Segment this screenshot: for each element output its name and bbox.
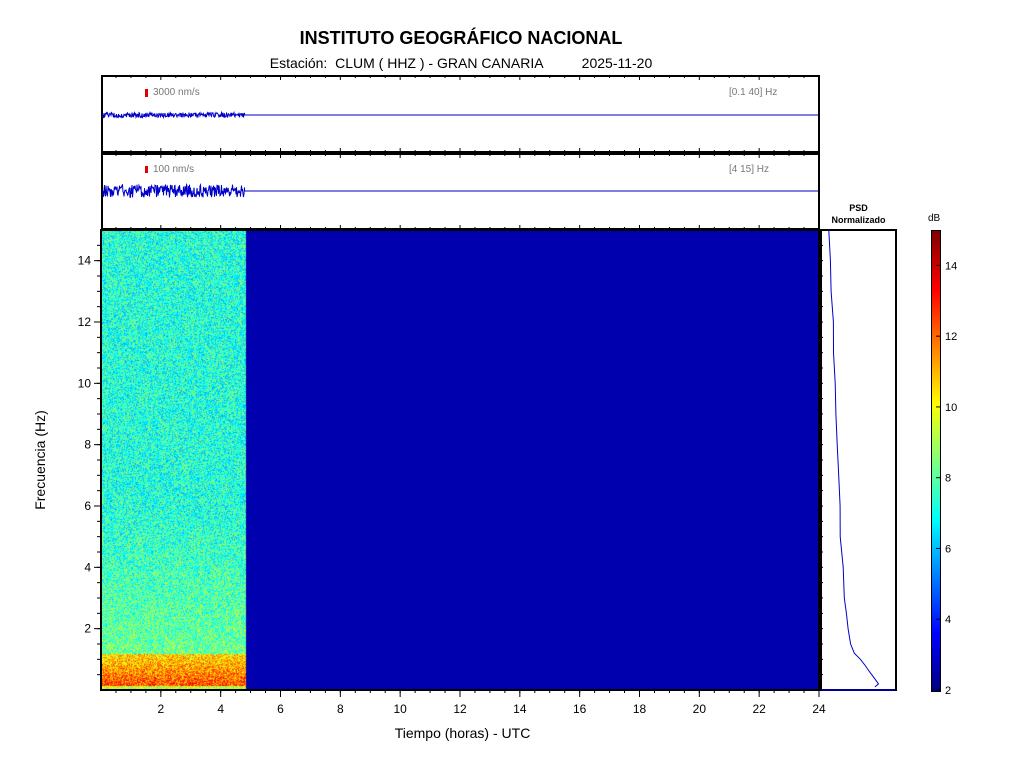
- colorbar-tick-label: 6: [945, 543, 951, 555]
- y-tick-label: 12: [78, 315, 92, 329]
- x-tick-label: 12: [453, 702, 467, 716]
- psd-title-line1: PSD: [849, 203, 868, 213]
- x-tick-label: 6: [277, 702, 284, 716]
- colorbar-tick-label: 2: [945, 685, 951, 697]
- broadband-trace: [102, 110, 818, 120]
- chart-title: INSTITUTO GEOGRÁFICO NACIONAL: [299, 28, 623, 48]
- trace-scale-bar: [145, 166, 148, 173]
- colorbar-tick-label: 14: [945, 260, 957, 272]
- x-tick-label: 16: [573, 702, 587, 716]
- spectrogram-heatmap: [102, 230, 819, 690]
- trace-band-label: [4 15] Hz: [729, 164, 770, 175]
- x-tick-label: 10: [393, 702, 407, 716]
- psd-curve: [828, 229, 880, 688]
- x-tick-label: 22: [752, 702, 766, 716]
- y-tick-label: 8: [84, 438, 91, 452]
- y-tick-label: 4: [84, 560, 91, 574]
- y-tick-label: 10: [78, 376, 92, 390]
- spectrogram-frame: [100, 229, 820, 691]
- trace-scale-bar: [145, 89, 148, 97]
- x-tick-label: 8: [337, 702, 344, 716]
- chart-subtitle: Estación: CLUM ( HHZ ) - GRAN CANARIA 20…: [269, 55, 653, 71]
- x-tick-label: 2: [157, 702, 164, 716]
- x-tick-label: 18: [633, 702, 647, 716]
- filtered-trace: [102, 182, 818, 198]
- colorbar-tick-label: 12: [945, 331, 957, 343]
- trace-band-label: [0.1 40] Hz: [729, 87, 778, 98]
- x-axis-label: Tiempo (horas) - UTC: [394, 725, 531, 741]
- colorbar-tick-label: 4: [945, 614, 951, 626]
- colorbar-tick-label: 10: [945, 402, 957, 414]
- x-tick-label: 24: [812, 702, 826, 716]
- y-tick-label: 6: [84, 499, 91, 513]
- trace-amplitude-label: 100 nm/s: [153, 164, 195, 175]
- x-tick-label: 4: [217, 702, 224, 716]
- colorbar: [931, 230, 941, 692]
- y-tick-label: 2: [84, 622, 91, 636]
- psd-title: PSD Normalizado: [820, 202, 897, 226]
- psd-title-line2: Normalizado: [831, 215, 886, 225]
- trace-amplitude-label: 3000 nm/s: [153, 87, 200, 98]
- x-tick-label: 14: [513, 702, 527, 716]
- y-tick-label: 14: [78, 254, 92, 268]
- colorbar-label: dB: [928, 213, 941, 224]
- colorbar-tick-label: 8: [945, 473, 951, 485]
- x-tick-label: 20: [693, 702, 707, 716]
